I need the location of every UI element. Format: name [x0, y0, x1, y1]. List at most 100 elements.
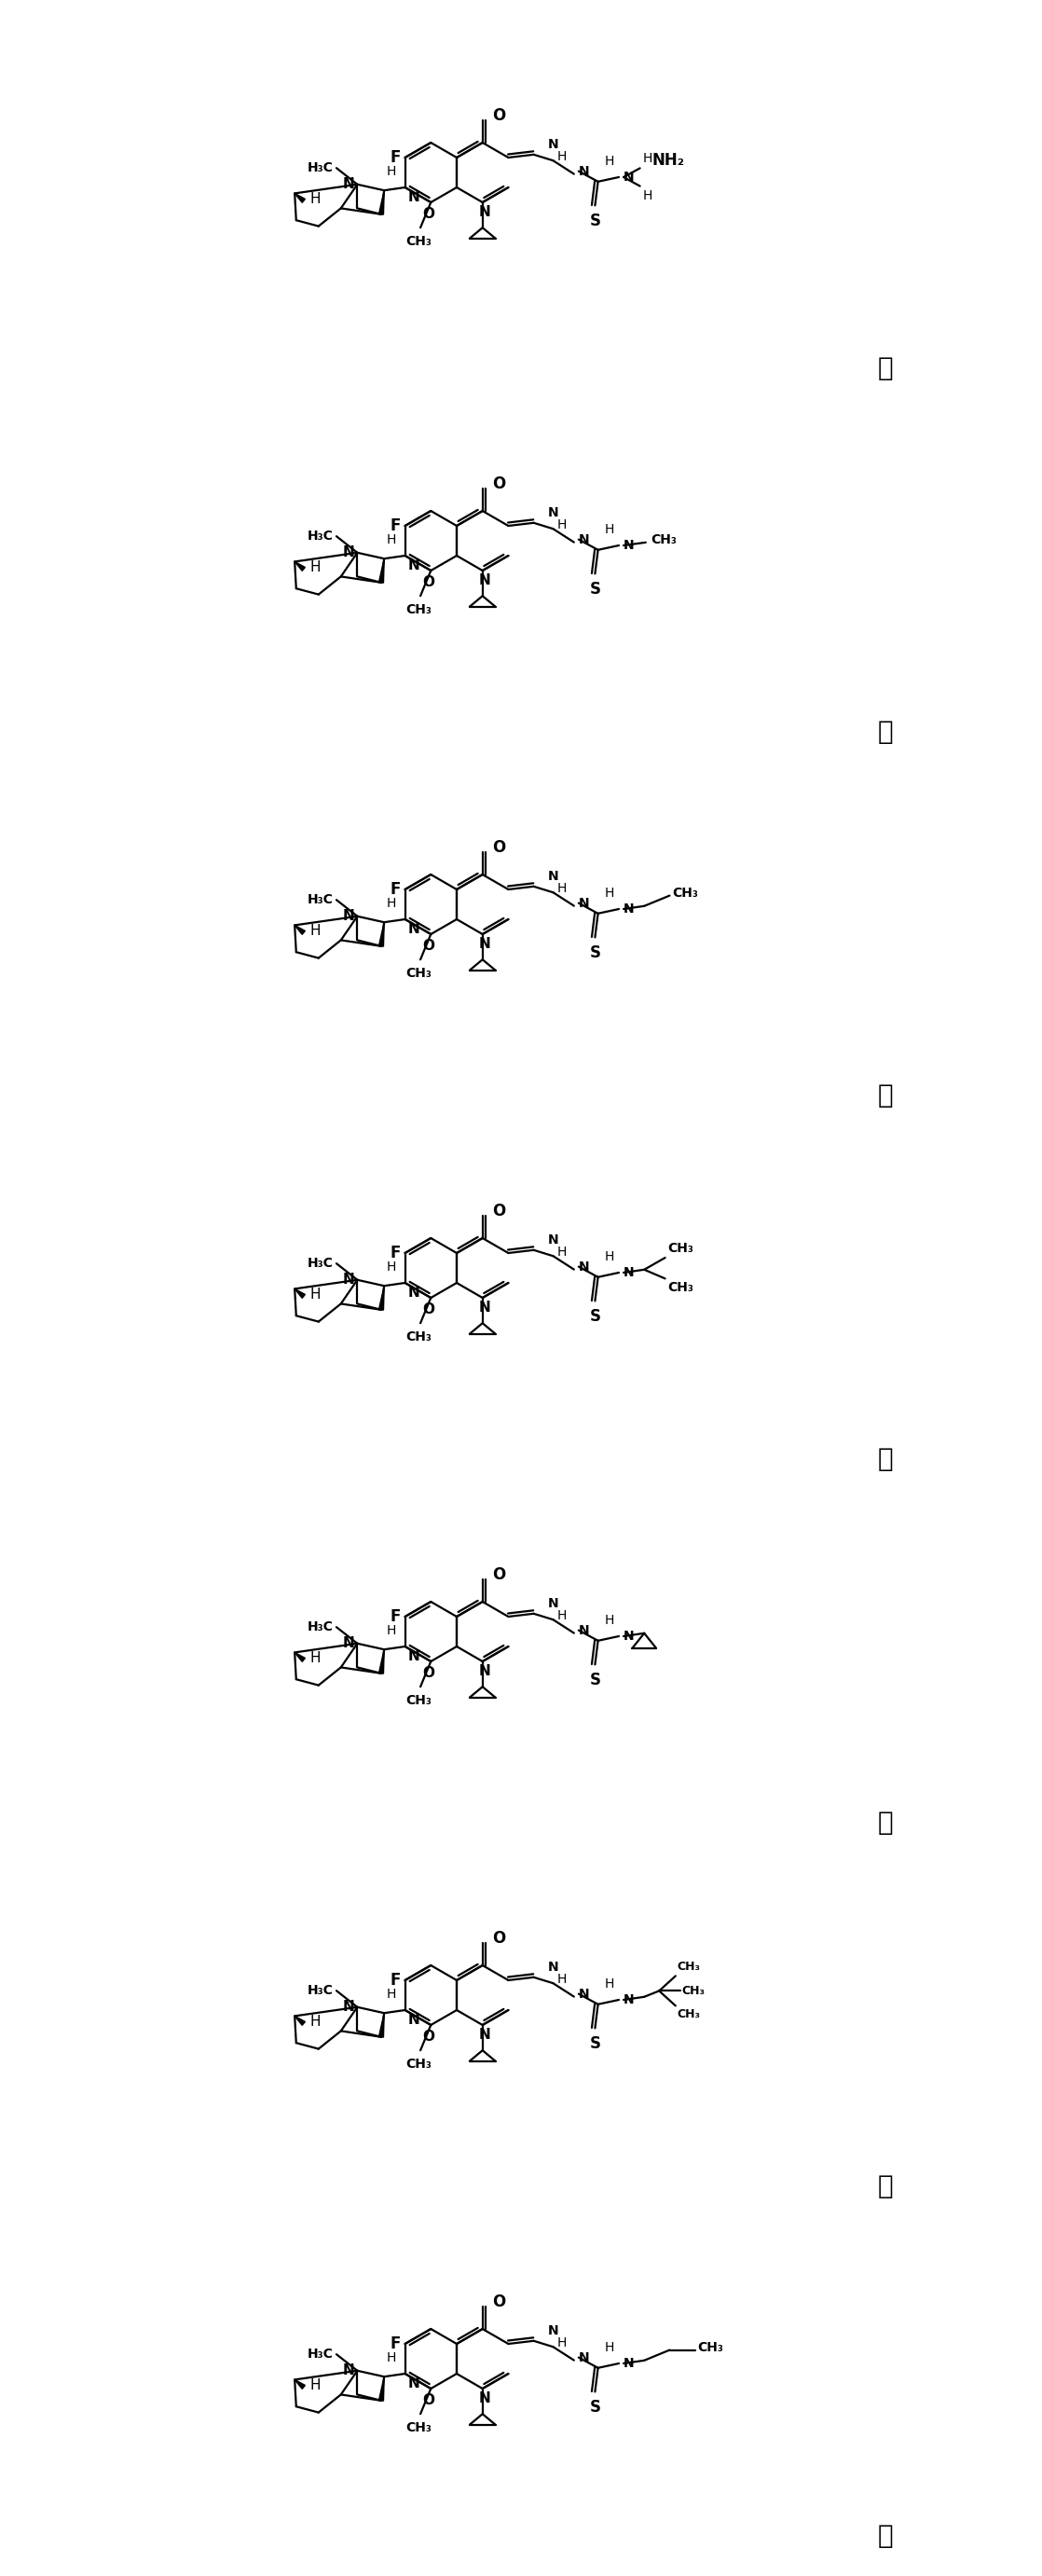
- Text: H: H: [556, 1610, 567, 1623]
- Text: CH₃: CH₃: [405, 2421, 431, 2434]
- Text: S: S: [590, 582, 600, 598]
- Text: H₃C: H₃C: [307, 162, 333, 175]
- Text: O: O: [422, 938, 435, 953]
- Text: N: N: [478, 1301, 491, 1314]
- Text: 或: 或: [877, 1808, 893, 1837]
- Text: CH₃: CH₃: [650, 533, 676, 546]
- Text: H₃C: H₃C: [307, 531, 333, 544]
- Text: 或: 或: [877, 1082, 893, 1108]
- Text: N: N: [578, 1260, 590, 1273]
- Text: 或: 或: [877, 2522, 893, 2550]
- Text: N: N: [623, 538, 635, 551]
- Polygon shape: [295, 193, 305, 204]
- Text: N: N: [548, 1234, 559, 1247]
- Text: H: H: [556, 2336, 567, 2349]
- Text: O: O: [422, 1667, 435, 1680]
- Text: O: O: [492, 477, 505, 492]
- Text: N: N: [343, 2365, 354, 2378]
- Text: O: O: [492, 2293, 505, 2311]
- Text: O: O: [492, 1929, 505, 1947]
- Text: H: H: [387, 165, 396, 178]
- Text: S: S: [590, 1672, 600, 1690]
- Text: H: H: [604, 2342, 614, 2354]
- Text: CH₃: CH₃: [405, 603, 431, 616]
- Text: N: N: [548, 2324, 559, 2336]
- Text: N: N: [343, 1273, 354, 1288]
- Text: N: N: [578, 1986, 590, 2002]
- Polygon shape: [379, 191, 384, 214]
- Text: N: N: [623, 1994, 635, 2007]
- Polygon shape: [379, 922, 384, 945]
- Polygon shape: [379, 1649, 384, 1674]
- Text: N: N: [548, 1597, 559, 1610]
- Text: N: N: [578, 1623, 590, 1636]
- Text: N: N: [478, 938, 491, 951]
- Text: H: H: [643, 188, 652, 201]
- Text: N: N: [407, 2012, 420, 2027]
- Text: H₃C: H₃C: [307, 894, 333, 907]
- Text: F: F: [390, 1607, 400, 1625]
- Text: N: N: [548, 139, 559, 152]
- Text: NH₂: NH₂: [651, 152, 685, 170]
- Text: H: H: [556, 518, 567, 531]
- Text: H: H: [556, 149, 567, 162]
- Text: H: H: [387, 896, 396, 909]
- Text: H: H: [556, 881, 567, 894]
- Text: F: F: [390, 149, 400, 165]
- Text: O: O: [422, 574, 435, 590]
- Text: N: N: [407, 922, 420, 935]
- Text: H₃C: H₃C: [307, 1257, 333, 1270]
- Text: N: N: [548, 871, 559, 884]
- Text: O: O: [422, 206, 435, 222]
- Polygon shape: [295, 2017, 305, 2025]
- Text: S: S: [590, 945, 600, 961]
- Text: S: S: [590, 2398, 600, 2416]
- Text: CH₃: CH₃: [681, 1986, 705, 1996]
- Polygon shape: [379, 1285, 384, 1311]
- Text: O: O: [492, 840, 505, 855]
- Text: F: F: [390, 1244, 400, 1262]
- Text: N: N: [478, 2391, 491, 2406]
- Text: CH₃: CH₃: [405, 234, 431, 247]
- Text: H: H: [604, 1613, 614, 1628]
- Text: N: N: [478, 574, 491, 587]
- Text: CH₃: CH₃: [405, 1695, 431, 1708]
- Text: H: H: [604, 523, 614, 536]
- Text: H: H: [309, 1288, 320, 1301]
- Text: CH₃: CH₃: [677, 1960, 700, 1973]
- Text: H₃C: H₃C: [307, 2347, 333, 2360]
- Text: H: H: [556, 1244, 567, 1257]
- Text: N: N: [407, 559, 420, 572]
- Text: CH₃: CH₃: [672, 886, 698, 899]
- Text: N: N: [548, 1960, 559, 1973]
- Text: H: H: [309, 562, 320, 574]
- Polygon shape: [295, 2380, 305, 2388]
- Text: CH₃: CH₃: [405, 2058, 431, 2071]
- Polygon shape: [379, 2378, 384, 2401]
- Polygon shape: [295, 925, 305, 935]
- Text: N: N: [623, 2357, 635, 2370]
- Text: H: H: [604, 1249, 614, 1262]
- Text: O: O: [422, 1303, 435, 1316]
- Text: H₃C: H₃C: [307, 1620, 333, 1633]
- Text: N: N: [623, 170, 635, 183]
- Text: N: N: [623, 902, 635, 914]
- Text: N: N: [407, 1649, 420, 1664]
- Text: N: N: [623, 1631, 635, 1643]
- Text: H: H: [387, 1989, 396, 2002]
- Text: N: N: [407, 1285, 420, 1301]
- Text: N: N: [578, 2352, 590, 2365]
- Text: H: H: [309, 2378, 320, 2393]
- Text: N: N: [343, 1999, 354, 2014]
- Text: H: H: [309, 193, 320, 206]
- Text: S: S: [590, 1309, 600, 1324]
- Polygon shape: [295, 1288, 305, 1298]
- Text: F: F: [390, 1971, 400, 1989]
- Text: N: N: [578, 896, 590, 909]
- Text: H: H: [387, 2352, 396, 2365]
- Polygon shape: [379, 559, 384, 582]
- Text: O: O: [492, 108, 505, 124]
- Text: N: N: [478, 2027, 491, 2043]
- Text: H: H: [604, 155, 614, 167]
- Text: N: N: [343, 178, 354, 191]
